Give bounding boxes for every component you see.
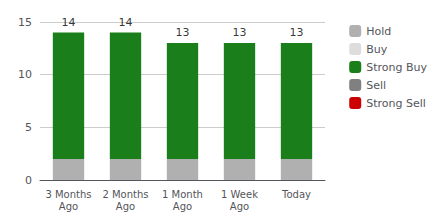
svg-text:Hold: Hold [366, 25, 391, 38]
svg-text:Ago: Ago [59, 201, 78, 212]
svg-text:3 Months: 3 Months [45, 189, 91, 200]
svg-text:Today: Today [281, 189, 311, 200]
svg-text:Strong Buy: Strong Buy [366, 61, 427, 74]
svg-text:14: 14 [119, 16, 133, 29]
svg-text:Strong Sell: Strong Sell [366, 97, 426, 110]
svg-text:Buy: Buy [366, 43, 388, 56]
svg-text:10: 10 [18, 68, 32, 81]
svg-text:1 Week: 1 Week [221, 189, 258, 200]
svg-text:13: 13 [176, 26, 190, 39]
svg-text:0: 0 [25, 174, 32, 187]
svg-text:Sell: Sell [366, 79, 386, 92]
svg-text:Ago: Ago [173, 201, 192, 212]
svg-text:Ago: Ago [230, 201, 249, 212]
svg-text:1 Month: 1 Month [162, 189, 203, 200]
svg-text:2 Months: 2 Months [102, 189, 148, 200]
svg-text:13: 13 [233, 26, 247, 39]
svg-text:5: 5 [25, 121, 32, 134]
svg-text:13: 13 [290, 26, 304, 39]
svg-text:14: 14 [62, 16, 76, 29]
svg-text:15: 15 [18, 16, 32, 29]
svg-text:Ago: Ago [116, 201, 135, 212]
